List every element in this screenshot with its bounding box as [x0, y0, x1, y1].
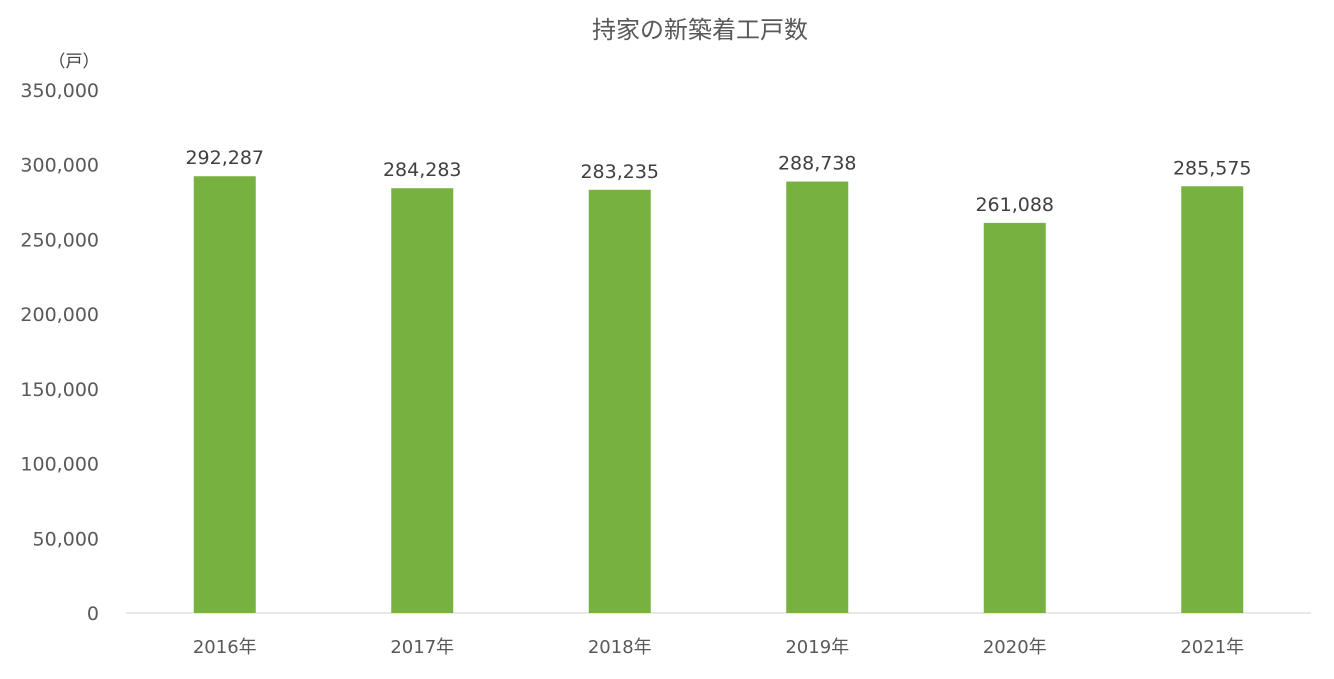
bar: [193, 176, 256, 613]
y-tick-label: 300,000: [20, 155, 99, 177]
bar: [786, 181, 849, 613]
y-tick-label: 0: [87, 603, 99, 625]
bar: [588, 189, 651, 613]
data-label: 261,088: [975, 194, 1054, 216]
y-tick-label: 250,000: [20, 229, 99, 251]
bar: [1181, 186, 1244, 614]
y-tick-label: 350,000: [20, 80, 99, 102]
x-tick-label: 2016年: [193, 637, 257, 658]
y-axis-ticks: 0 50,000 100,000 150,000 200,000 250,000 300,0…: [20, 80, 99, 625]
data-label: 284,283: [383, 159, 462, 181]
bar-series: [193, 176, 1244, 614]
chart-title: 持家の新築着工戸数: [592, 16, 808, 44]
data-labels: 292,287 284,283 283,235 288,738 261,088 285,5…: [185, 147, 1251, 216]
x-axis-ticks: 2016年 2017年 2018年 2019年 2020年 2021年: [193, 637, 1244, 658]
y-tick-label: 100,000: [20, 454, 99, 476]
y-tick-label: 50,000: [33, 528, 99, 550]
data-label: 292,287: [185, 147, 264, 169]
x-tick-label: 2018年: [588, 637, 652, 658]
x-tick-label: 2019年: [785, 637, 849, 658]
data-label: 288,738: [778, 153, 857, 175]
data-label: 285,575: [1173, 157, 1252, 179]
data-label: 283,235: [580, 161, 659, 183]
x-tick-label: 2017年: [390, 637, 454, 658]
x-tick-label: 2020年: [983, 637, 1047, 658]
x-tick-label: 2021年: [1180, 637, 1244, 658]
bar: [391, 188, 454, 613]
y-tick-label: 200,000: [20, 304, 99, 326]
y-tick-label: 150,000: [20, 379, 99, 401]
y-axis-unit-label: （戸）: [49, 52, 100, 72]
bar: [983, 222, 1046, 613]
